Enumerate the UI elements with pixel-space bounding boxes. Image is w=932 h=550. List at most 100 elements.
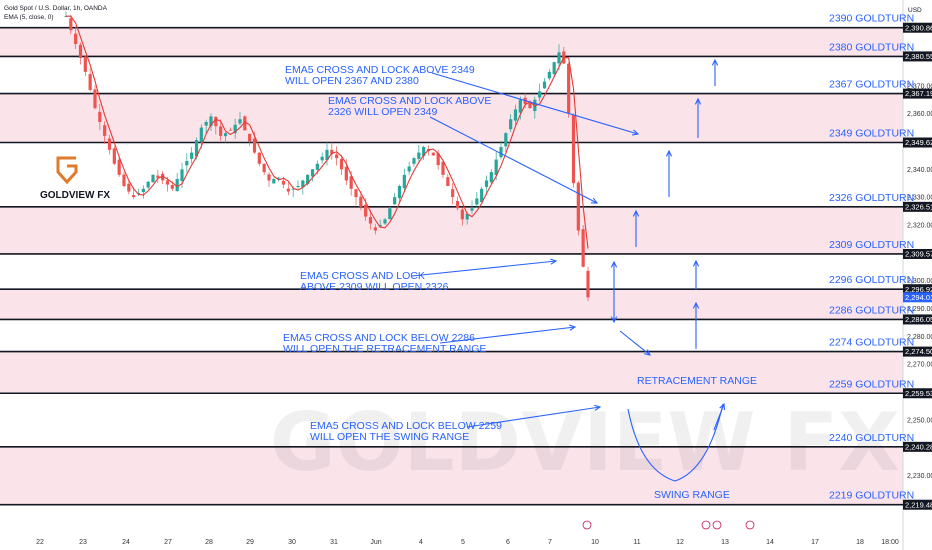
candle-body [320, 156, 324, 161]
candle-body [296, 186, 300, 187]
candle-body [190, 152, 194, 159]
candle-body [344, 166, 348, 181]
level-label: 2349 GOLDTURN [829, 128, 914, 140]
level-label: 2380 GOLDTURN [829, 41, 914, 53]
candle-body [248, 133, 252, 142]
arrow-line [411, 260, 557, 277]
level-lines: 2390 GOLDTURN 2380 GOLDTURN 2367 GOLDTURN 2… [0, 13, 914, 506]
candle-body [513, 109, 518, 121]
candle-body [489, 172, 493, 183]
annotation-text: EMA5 CROSS AND LOCK ABOVE 2349 [285, 64, 475, 76]
level-label: 2390 GOLDTURN [829, 13, 914, 25]
zone-band [0, 446, 903, 505]
candle-body [499, 147, 503, 158]
arrow-line [713, 403, 725, 431]
arrow-head [569, 324, 577, 331]
candle-body [354, 189, 358, 198]
candle-body [277, 177, 281, 179]
level-label: 2240 GOLDTURN [829, 432, 914, 444]
candle-body [557, 52, 561, 64]
arrow-head [692, 259, 700, 267]
time-axis: 22 23 24 27 28 29 30 31 Jun 4 5 6 7 10 11 12 13 14 17 18 18:… [36, 539, 899, 546]
swing-curve [627, 403, 724, 482]
candle-body [509, 119, 513, 130]
level-label: 2286 GOLDTURN [829, 304, 914, 316]
arrow-line [431, 72, 639, 135]
arrow-head [711, 58, 719, 66]
time-tick-label: 27 [164, 539, 172, 546]
candle-body [325, 149, 329, 160]
candle-body [209, 116, 213, 127]
candle-body [310, 169, 315, 177]
price-tick-label: 2,340.000 [907, 167, 932, 174]
arrow-line [619, 330, 651, 356]
time-tick-label: 28 [205, 539, 213, 546]
pink-zones [0, 27, 903, 505]
candle-body [441, 161, 445, 175]
event-icon [582, 520, 592, 530]
arrow-head [631, 129, 640, 136]
candle-body [417, 152, 421, 159]
candle-body [281, 180, 286, 185]
candle-body [480, 188, 484, 202]
arrow-head [610, 316, 618, 324]
price-tick-label: 2,320.000 [907, 222, 932, 229]
goldview-logo: GOLDVIEW FX [40, 156, 110, 201]
us-flag-icon [712, 520, 722, 530]
arrow-head [550, 258, 558, 265]
candle-body [364, 204, 368, 217]
arrow-head [665, 149, 673, 157]
price-badge-label: 2,259.537 [905, 389, 932, 398]
time-tick-label: 11 [633, 539, 640, 546]
time-tick-label: 5 [461, 539, 465, 546]
logo-text: GOLDVIEW FX [40, 190, 110, 201]
candle-body [528, 102, 532, 109]
price-badge-label: 2,380.559 [905, 52, 932, 61]
candle-body [465, 213, 469, 220]
arrow-head [644, 349, 651, 356]
price-badge [903, 346, 932, 357]
candle-body [538, 91, 542, 98]
candle-body [161, 173, 165, 181]
arrow-line [429, 116, 598, 204]
price-tick-label: 2,280.000 [907, 334, 932, 341]
annotation-text: WILL OPEN THE SWING RANGE [310, 431, 469, 443]
candle-body [339, 158, 344, 170]
price-badge-label: 2,296.922 [905, 285, 932, 294]
zone-band [0, 93, 903, 143]
zone-band [0, 27, 903, 57]
candle-body [451, 189, 455, 198]
candle-body [552, 62, 556, 75]
event-markers [582, 520, 755, 530]
candle-body [330, 149, 334, 154]
candle-body [238, 119, 242, 124]
time-tick-label: 24 [122, 539, 130, 546]
price-badge-label: 2,286.058 [905, 315, 932, 324]
candle-body [117, 159, 121, 175]
annotation-text: EMA5 CROSS AND LOCK [300, 270, 425, 282]
candle-body [393, 197, 397, 205]
candle-body [494, 159, 498, 175]
candle-body [335, 154, 339, 159]
candle-body [98, 111, 102, 122]
candle-body [383, 219, 387, 224]
price-badge-label: 2,309.577 [905, 250, 932, 259]
price-badge-label: 2,367.195 [905, 89, 932, 98]
candle-body [581, 229, 585, 267]
candle-body [301, 180, 305, 188]
candle-body [475, 198, 479, 205]
candle-body [504, 133, 508, 147]
price-tick-label: 2,250.000 [907, 417, 932, 424]
candle-body [315, 163, 319, 170]
candle-body [214, 116, 218, 127]
level-label: 2367 GOLDTURN [829, 79, 914, 91]
candle-body [165, 180, 170, 185]
time-tick-label: 14 [766, 539, 774, 546]
candle-body [586, 270, 590, 298]
candle-body [571, 115, 576, 184]
projection-arrows [411, 58, 726, 482]
arrow-head [590, 197, 599, 204]
arrow-head [692, 301, 700, 309]
candle-body [460, 209, 464, 220]
